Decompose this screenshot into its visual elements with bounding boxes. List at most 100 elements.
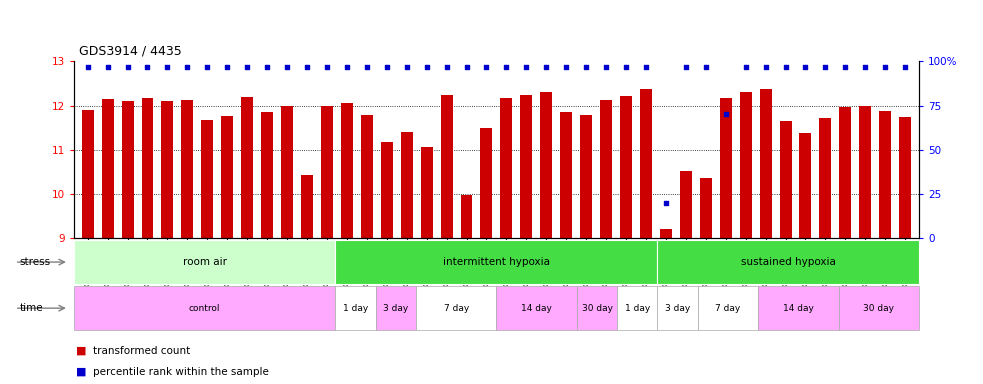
Point [599, 64, 614, 70]
Bar [361, 115, 373, 238]
Point [758, 64, 774, 70]
Bar [421, 147, 433, 238]
Text: 30 day: 30 day [863, 304, 895, 313]
Point [399, 64, 415, 70]
Point [658, 200, 673, 206]
Point [539, 64, 554, 70]
Point [80, 64, 95, 70]
Text: ■: ■ [76, 367, 89, 377]
Text: 30 day: 30 day [582, 304, 612, 313]
Bar [899, 117, 911, 238]
Point [299, 64, 315, 70]
Text: room air: room air [183, 257, 226, 267]
Point [838, 64, 853, 70]
Point [140, 64, 155, 70]
Point [857, 64, 873, 70]
Bar [780, 121, 791, 238]
Text: time: time [20, 303, 43, 313]
Bar [161, 101, 173, 238]
Text: 1 day: 1 day [624, 304, 650, 313]
Bar [680, 171, 692, 238]
Bar [496, 286, 577, 330]
Point [279, 64, 295, 70]
Point [159, 64, 175, 70]
Bar [122, 101, 134, 238]
Text: stress: stress [20, 257, 51, 267]
Bar [74, 286, 335, 330]
Bar [541, 92, 552, 238]
Bar [617, 286, 658, 330]
Bar [380, 142, 393, 238]
Bar [660, 229, 671, 238]
Text: 7 day: 7 day [443, 304, 469, 313]
Bar [460, 195, 473, 238]
Bar [580, 115, 592, 238]
Bar [440, 96, 452, 238]
Text: intermittent hypoxia: intermittent hypoxia [443, 257, 549, 267]
Bar [739, 92, 752, 238]
Point [219, 64, 235, 70]
Bar [321, 106, 333, 238]
Bar [341, 103, 353, 238]
Point [339, 64, 355, 70]
Text: 3 day: 3 day [665, 304, 690, 313]
Bar [301, 175, 313, 238]
Point [618, 64, 634, 70]
Bar [261, 112, 273, 238]
Point [698, 64, 714, 70]
Bar [241, 97, 254, 238]
Bar [758, 286, 838, 330]
Bar [481, 127, 492, 238]
Point [260, 64, 275, 70]
Point [359, 64, 375, 70]
Point [438, 64, 454, 70]
Text: ■: ■ [76, 346, 89, 356]
Bar [560, 112, 572, 238]
Bar [335, 240, 658, 284]
Bar [520, 94, 533, 238]
Bar [658, 286, 698, 330]
Point [180, 64, 196, 70]
Bar [281, 106, 293, 238]
Point [897, 64, 913, 70]
Point [878, 64, 894, 70]
Text: 7 day: 7 day [716, 304, 740, 313]
Bar [221, 116, 233, 238]
Bar [700, 179, 712, 238]
Point [239, 64, 255, 70]
Bar [620, 96, 632, 238]
Bar [101, 99, 114, 238]
Text: 1 day: 1 day [343, 304, 369, 313]
Text: transformed count: transformed count [93, 346, 191, 356]
Bar [658, 240, 919, 284]
Point [718, 111, 733, 118]
Bar [600, 100, 612, 238]
Point [99, 64, 115, 70]
Point [459, 64, 475, 70]
Text: sustained hypoxia: sustained hypoxia [741, 257, 836, 267]
Bar [335, 286, 376, 330]
Text: 3 day: 3 day [383, 304, 408, 313]
Point [797, 64, 813, 70]
Bar [182, 100, 194, 238]
Bar [577, 286, 617, 330]
Bar [82, 110, 93, 238]
Point [419, 64, 434, 70]
Text: 14 day: 14 day [521, 304, 552, 313]
Point [200, 64, 215, 70]
Point [120, 64, 136, 70]
Text: percentile rank within the sample: percentile rank within the sample [93, 367, 269, 377]
Bar [859, 106, 871, 238]
Point [678, 64, 694, 70]
Bar [202, 120, 213, 238]
Bar [640, 89, 652, 238]
Bar [142, 98, 153, 238]
Point [778, 64, 793, 70]
Bar [820, 118, 832, 238]
Bar [879, 111, 892, 238]
Bar [500, 98, 512, 238]
Point [578, 64, 594, 70]
Bar [799, 133, 811, 238]
Point [378, 64, 394, 70]
Bar [74, 240, 335, 284]
